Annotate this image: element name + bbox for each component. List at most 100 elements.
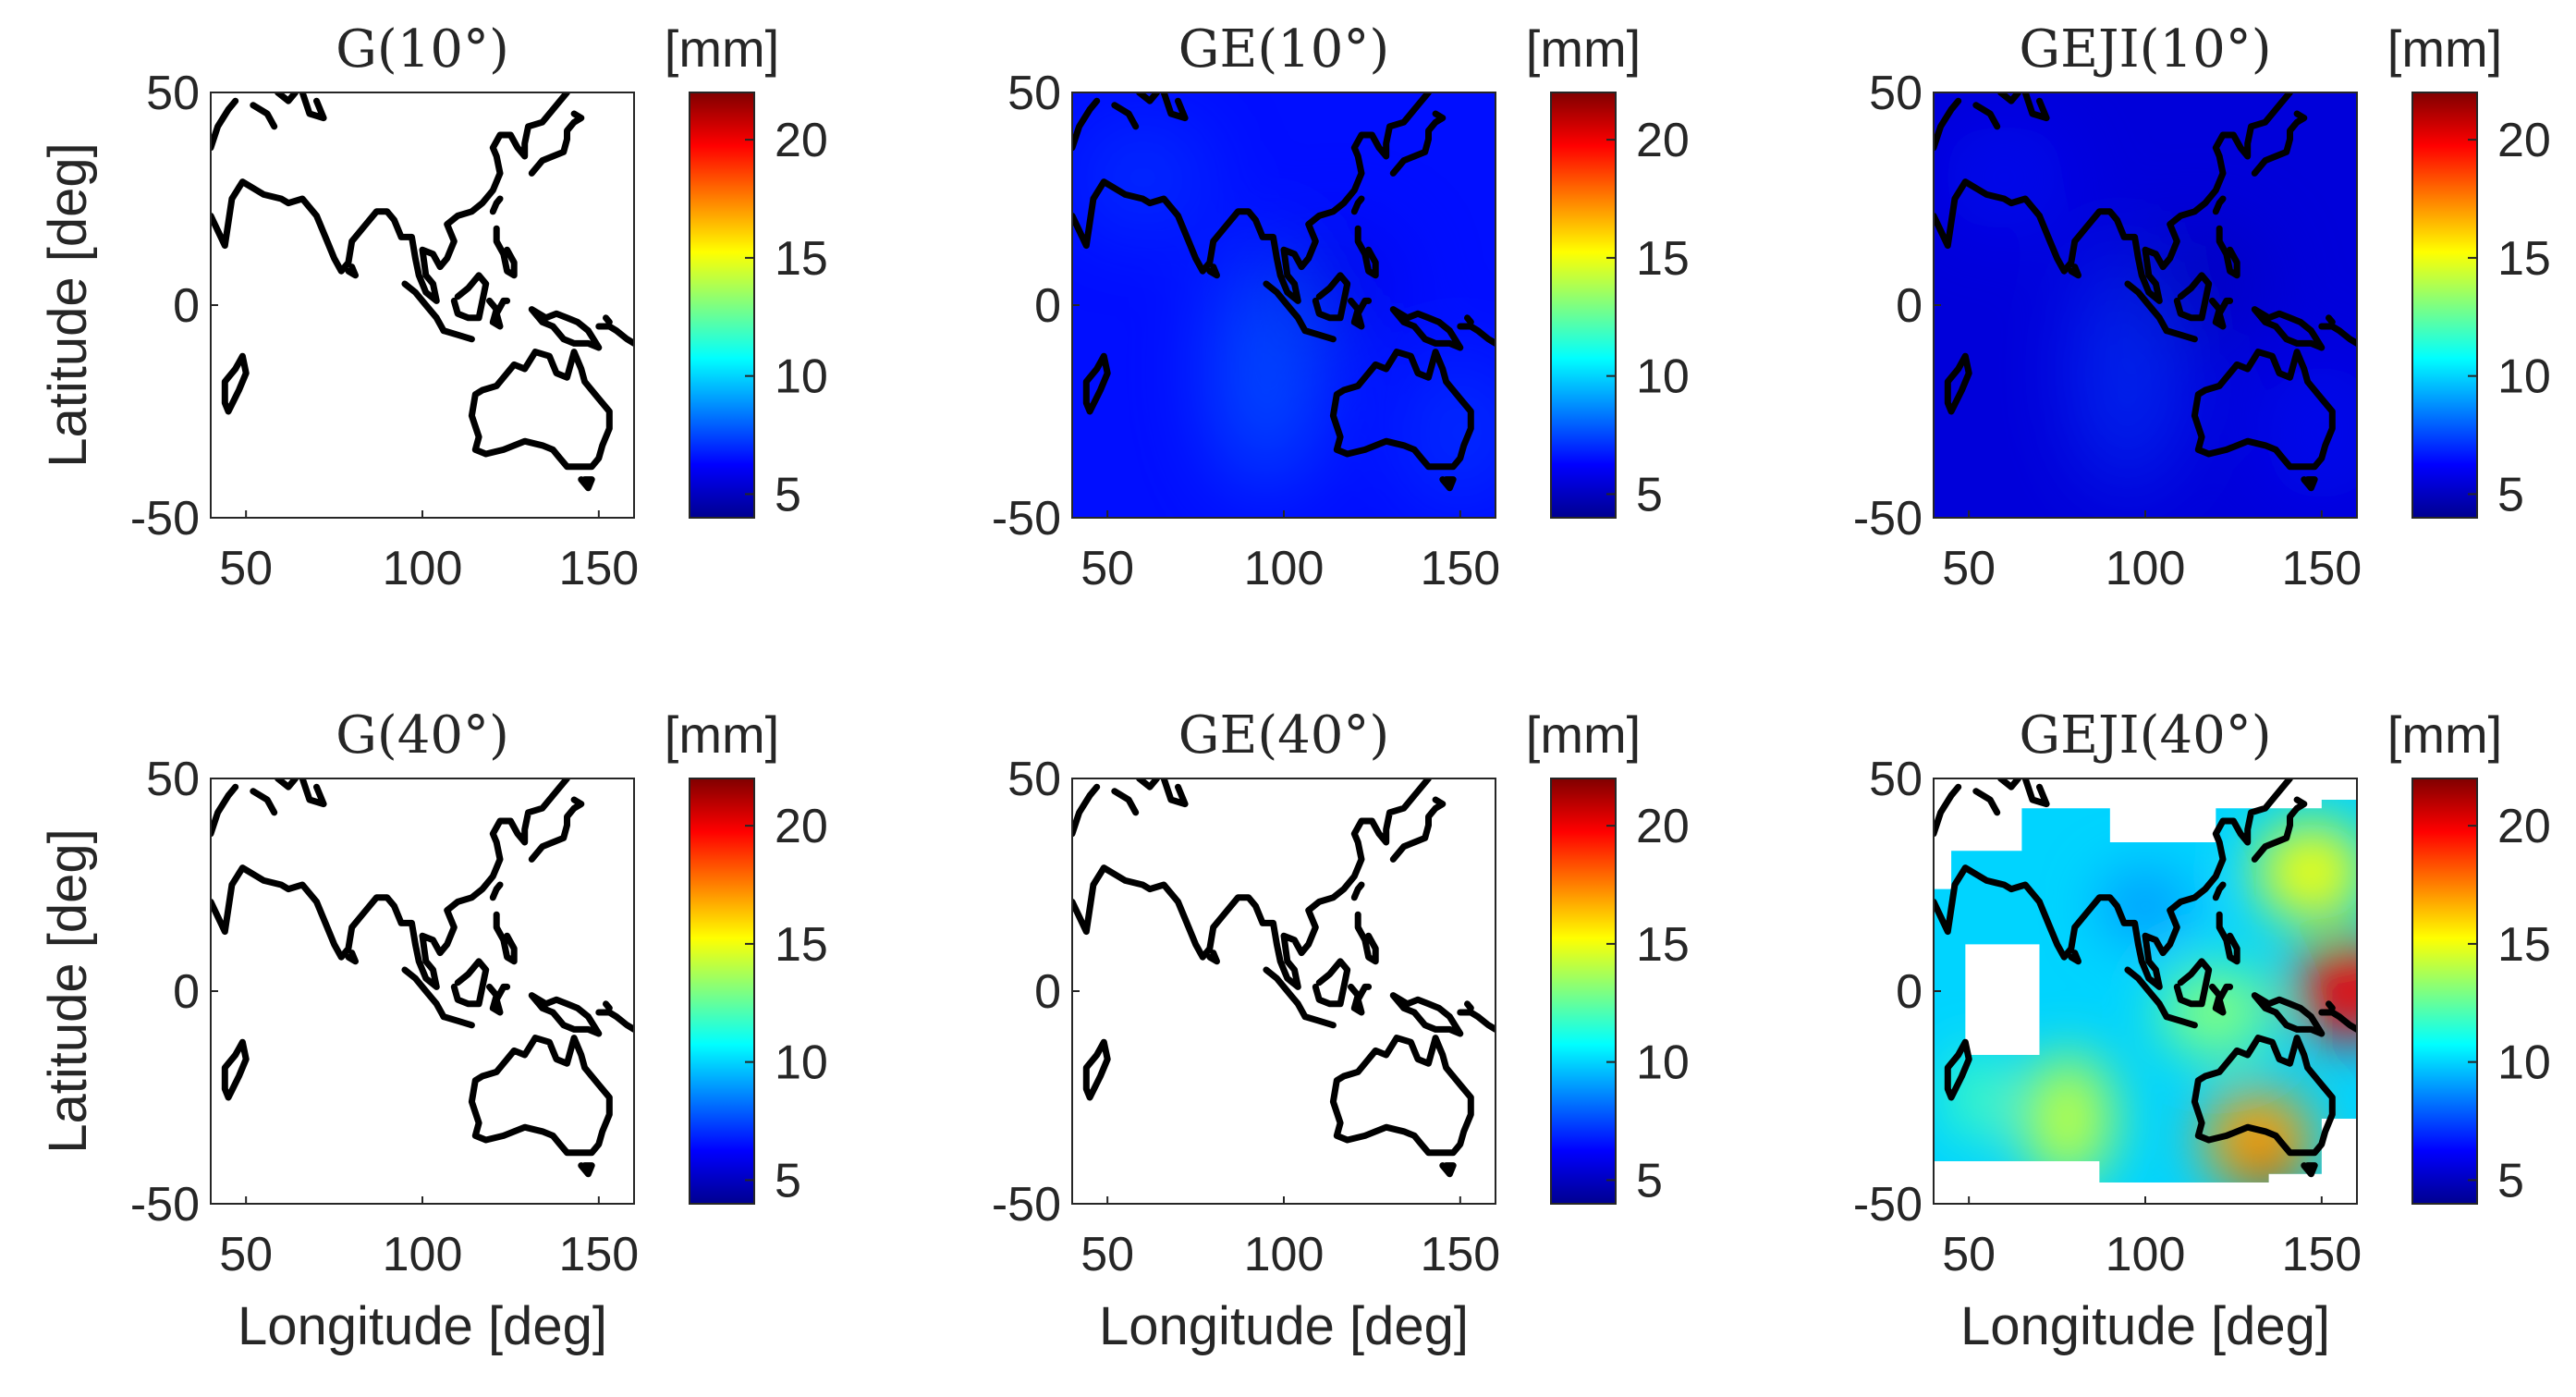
coastline: [2191, 1035, 2336, 1157]
coastline: [250, 102, 278, 130]
colorbar-tick-label: 20: [2497, 800, 2551, 853]
coastline: [489, 881, 504, 901]
coastline: [299, 778, 327, 808]
colorbar-tick-label: 15: [1636, 232, 1690, 286]
coastline: [2124, 966, 2170, 1021]
colorbar-unit-label: [mm]: [1526, 705, 1641, 764]
y-tick-label: 0: [1034, 279, 1061, 333]
colorbar-gradient: [2411, 778, 2478, 1205]
x-tick-label: 50: [1080, 542, 1134, 595]
colorbar-tick-label: 15: [2497, 918, 2551, 972]
coastline: [1934, 92, 2293, 304]
colorbar: 5 10 15 20 [mm]: [2387, 705, 2551, 1207]
coastline: [211, 783, 239, 838]
coastline: [2163, 1013, 2198, 1029]
y-tick-label: 0: [173, 279, 200, 333]
y-tick-label: 50: [1007, 67, 1061, 120]
y-tick-label: 50: [146, 753, 200, 806]
coastline: [578, 476, 595, 492]
coastline: [603, 314, 613, 325]
y-tick-label: 0: [1034, 965, 1061, 1019]
colorbar-tick-label: 5: [1636, 468, 1663, 521]
colorbar-tick-label: 10: [2497, 350, 2551, 404]
colorbar: 5 10 15 20 [mm]: [1526, 19, 1690, 521]
colorbar-unit-label: [mm]: [665, 705, 779, 764]
coastlines: [1072, 778, 1496, 1178]
coastline: [2163, 327, 2198, 343]
coastline: [1301, 327, 1337, 343]
y-tick-label: -50: [992, 492, 1061, 545]
coastline: [1348, 297, 1373, 330]
x-axis-label: Longitude [deg]: [1960, 1296, 2330, 1356]
field-blob: [1404, 359, 1496, 507]
y-tick-label: -50: [1853, 492, 1923, 545]
colorbar-tick-label: 10: [2497, 1036, 2551, 1090]
coastline: [345, 950, 359, 965]
coastline: [1206, 950, 1220, 965]
x-tick-label: 50: [1942, 542, 1996, 595]
colorbar-unit-label: [mm]: [1526, 19, 1641, 78]
y-tick-label: -50: [130, 1178, 200, 1232]
coastline: [1312, 272, 1351, 322]
coastline: [275, 92, 299, 104]
coastlines: [1934, 92, 2357, 492]
coastline: [1972, 788, 2001, 816]
x-axis-label: Longitude [deg]: [1099, 1296, 1469, 1356]
coastline: [2212, 195, 2227, 215]
colorbar-tick-label: 15: [775, 918, 828, 972]
field-blob: [1939, 122, 2069, 233]
coastline: [493, 225, 518, 279]
coastline: [2212, 881, 2227, 901]
colorbar-tick-label: 15: [2497, 232, 2551, 286]
coastline: [468, 349, 613, 471]
field-hotspot: [2255, 822, 2357, 923]
y-axis-label: Latitude [deg]: [38, 142, 98, 468]
data-field: [1934, 800, 2357, 1183]
colorbar-gradient: [1550, 778, 1617, 1205]
coastline: [1944, 1038, 1972, 1101]
colorbar: 5 10 15 20 [mm]: [665, 705, 828, 1207]
coastline: [2068, 950, 2082, 965]
x-tick-label: 100: [1244, 1228, 1325, 1281]
coastline: [1348, 983, 1373, 1016]
colorbar: 5 10 15 20 [mm]: [1526, 705, 1690, 1207]
coastline: [489, 195, 504, 215]
coastline: [1997, 778, 2022, 790]
colorbar-tick-label: 10: [775, 1036, 828, 1090]
map-panel: 50 100 150 50 0 -50 GEJI(40°) Longitude [deg] 5 1…: [1853, 705, 2551, 1356]
y-tick-label: 50: [1007, 753, 1061, 806]
coastline: [2318, 1009, 2357, 1033]
x-tick-label: 50: [1080, 1228, 1134, 1281]
coastline: [1160, 92, 1189, 122]
coastline: [528, 110, 585, 177]
colorbar-gradient: [2411, 92, 2478, 519]
coastline: [1464, 1000, 1474, 1011]
colorbar-tick-label: 20: [1636, 114, 1690, 167]
x-tick-label: 150: [1420, 542, 1500, 595]
colorbar-tick-label: 20: [1636, 800, 1690, 853]
coastline: [1263, 966, 1309, 1021]
coastline: [2251, 110, 2308, 177]
coastline: [1301, 1013, 1337, 1029]
colorbar-gradient: [1550, 92, 1617, 519]
coastline: [345, 263, 359, 279]
map-panel: 50 100 150 50 0 -50 GE(40°) Longitude [deg] 5 10 1…: [992, 705, 1690, 1356]
coastline: [1389, 796, 1447, 863]
coastline: [578, 1162, 595, 1178]
coastline: [1329, 349, 1474, 471]
coastlines: [1934, 778, 2357, 1178]
coastline: [1263, 280, 1309, 335]
coastline: [595, 323, 634, 347]
x-tick-label: 100: [2106, 1228, 2186, 1281]
field-gap: [1965, 944, 2040, 1055]
panel-title: GEJI(10°): [2019, 19, 2271, 80]
coastline: [2251, 306, 2326, 351]
colorbar-unit-label: [mm]: [2387, 19, 2502, 78]
panel-title: G(40°): [336, 705, 509, 766]
coastline: [440, 327, 475, 343]
coastline: [401, 966, 447, 1021]
coastline: [1072, 778, 1432, 990]
colorbar-gradient: [689, 92, 755, 519]
coastline: [1934, 778, 2293, 990]
x-tick-label: 50: [219, 1228, 273, 1281]
